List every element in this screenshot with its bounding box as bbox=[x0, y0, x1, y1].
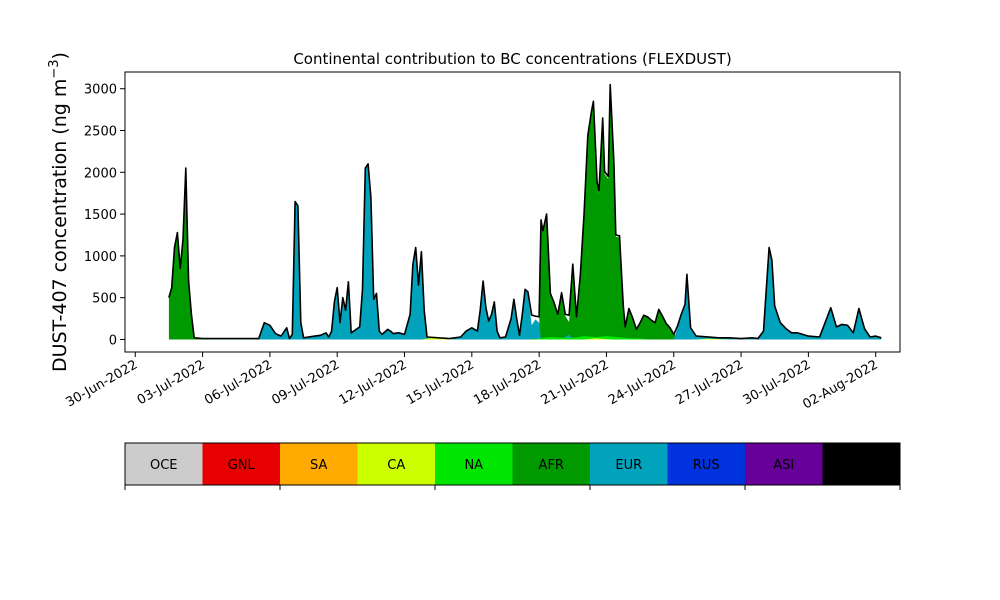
color-legend: OCE GNL SA CA NA AFR EUR RUS ASI AUS bbox=[124, 442, 901, 490]
y-tick-label: 0 bbox=[109, 333, 117, 348]
y-tick-label: 2000 bbox=[84, 166, 117, 181]
legend-swatch-rus bbox=[667, 443, 745, 485]
legend-swatch-eur bbox=[590, 443, 668, 485]
y-tick-label: 500 bbox=[92, 292, 117, 307]
legend-label-eur: EUR bbox=[615, 458, 642, 473]
chart-title: Continental contribution to BC concentra… bbox=[293, 50, 731, 68]
y-axis-label-main: DUST-407 concentration (ng m bbox=[49, 79, 71, 372]
legend-label-na: NA bbox=[464, 458, 483, 473]
area-series-eur bbox=[258, 163, 882, 340]
y-axis-label: DUST-407 concentration (ng m−3) bbox=[47, 52, 71, 372]
legend-label-gnl: GNL bbox=[228, 458, 256, 473]
legend-frame bbox=[124, 442, 901, 486]
legend-swatch-aus bbox=[822, 443, 900, 485]
legend-swatch-afr bbox=[512, 443, 590, 485]
legend-label-oce: OCE bbox=[150, 458, 178, 473]
legend-swatch-oce bbox=[125, 443, 203, 485]
legend-label-ca: CA bbox=[387, 458, 405, 473]
area-series-na bbox=[527, 336, 652, 340]
area-series-ca bbox=[421, 337, 730, 340]
legend-label-asi: ASI bbox=[773, 458, 794, 473]
legend-label-afr: AFR bbox=[539, 458, 564, 473]
legend-label-sa: SA bbox=[310, 458, 327, 473]
legend-label-rus: RUS bbox=[693, 458, 720, 473]
y-axis: 0 500 1000 1500 2000 2500 3000 bbox=[84, 83, 125, 348]
legend-swatch-sa bbox=[280, 443, 358, 485]
total-concentration-line bbox=[168, 83, 882, 340]
y-axis-label-superscript: −3 bbox=[47, 59, 62, 78]
legend-swatch-ca bbox=[357, 443, 435, 485]
legend-swatch-na bbox=[435, 443, 513, 485]
legend-swatch-gnl bbox=[202, 443, 280, 485]
legend-label-aus: AUS bbox=[848, 458, 875, 473]
y-tick-label: 3000 bbox=[84, 83, 117, 98]
y-axis-label-close: ) bbox=[49, 52, 71, 59]
plot-area bbox=[168, 83, 882, 340]
y-tick-label: 2500 bbox=[84, 125, 117, 140]
plot-frame bbox=[124, 71, 901, 353]
y-tick-label: 1500 bbox=[84, 208, 117, 223]
y-tick-label: 1000 bbox=[84, 250, 117, 265]
legend-swatch-asi bbox=[745, 443, 823, 485]
area-series-layer bbox=[168, 85, 882, 340]
total-line-layer bbox=[168, 83, 882, 340]
